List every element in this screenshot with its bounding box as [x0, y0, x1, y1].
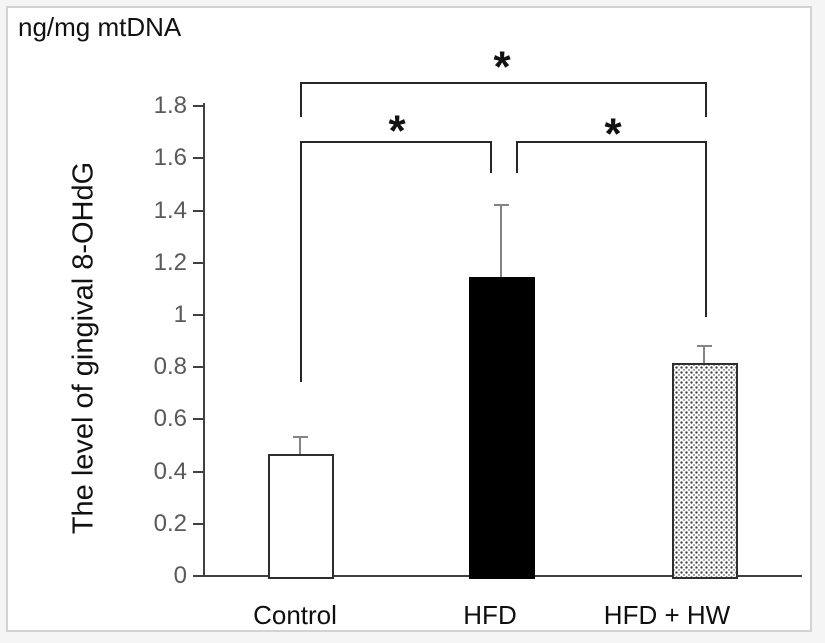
y-tick-label: 0: [173, 562, 187, 589]
significance-bracket-leg: [300, 82, 302, 117]
y-tick: [193, 157, 203, 160]
y-tick-label: 1.6: [153, 144, 187, 172]
significance-bracket-bar: [300, 82, 707, 84]
y-tick-label: 0.6: [153, 405, 187, 433]
significance-bracket-bar: [516, 141, 707, 143]
y-tick: [193, 209, 203, 212]
y-tick-label: 1: [173, 301, 187, 328]
y-tick-label: 0.2: [153, 509, 187, 537]
significance-bracket-leg: [705, 141, 707, 317]
y-tick: [193, 261, 203, 264]
y-axis-line: [203, 103, 205, 577]
y-tick: [193, 366, 203, 369]
y-tick: [193, 470, 203, 473]
unit-label: ng/mg mtDNA: [18, 12, 182, 42]
bar-hfd: [469, 277, 535, 579]
significance-bracket-bar: [300, 141, 492, 143]
y-tick-label: 1.8: [153, 92, 187, 120]
x-category-label: HFD + HW: [603, 600, 731, 630]
significance-bracket-leg: [300, 141, 302, 382]
y-tick: [193, 418, 203, 421]
error-bar-whisker: [299, 436, 301, 458]
y-tick: [193, 522, 203, 525]
y-tick-label: 1.4: [153, 196, 187, 224]
y-tick: [193, 105, 203, 108]
error-bar-cap: [293, 436, 308, 438]
bar-control: [268, 454, 334, 579]
error-bar-whisker: [500, 204, 502, 281]
x-category-label: Control: [253, 600, 337, 630]
y-tick-label: 0.4: [153, 457, 187, 485]
x-category-label: HFD: [463, 600, 517, 630]
error-bar-whisker: [703, 345, 705, 367]
y-tick-label: 1.2: [153, 248, 187, 276]
bar-hfd-hw: [672, 363, 738, 579]
error-bar-cap: [697, 345, 712, 347]
significance-asterisk: *: [388, 106, 406, 156]
significance-bracket-leg: [490, 141, 492, 173]
significance-asterisk: *: [604, 109, 622, 159]
error-bar-cap: [494, 204, 509, 206]
significance-bracket-leg: [705, 82, 707, 117]
y-tick-label: 0.8: [153, 353, 187, 381]
significance-asterisk: *: [493, 42, 511, 92]
significance-bracket-leg: [516, 141, 518, 173]
y-tick: [193, 575, 203, 577]
y-tick: [193, 314, 203, 316]
y-axis-title: The level of gingival 8-OHdG: [67, 161, 100, 535]
